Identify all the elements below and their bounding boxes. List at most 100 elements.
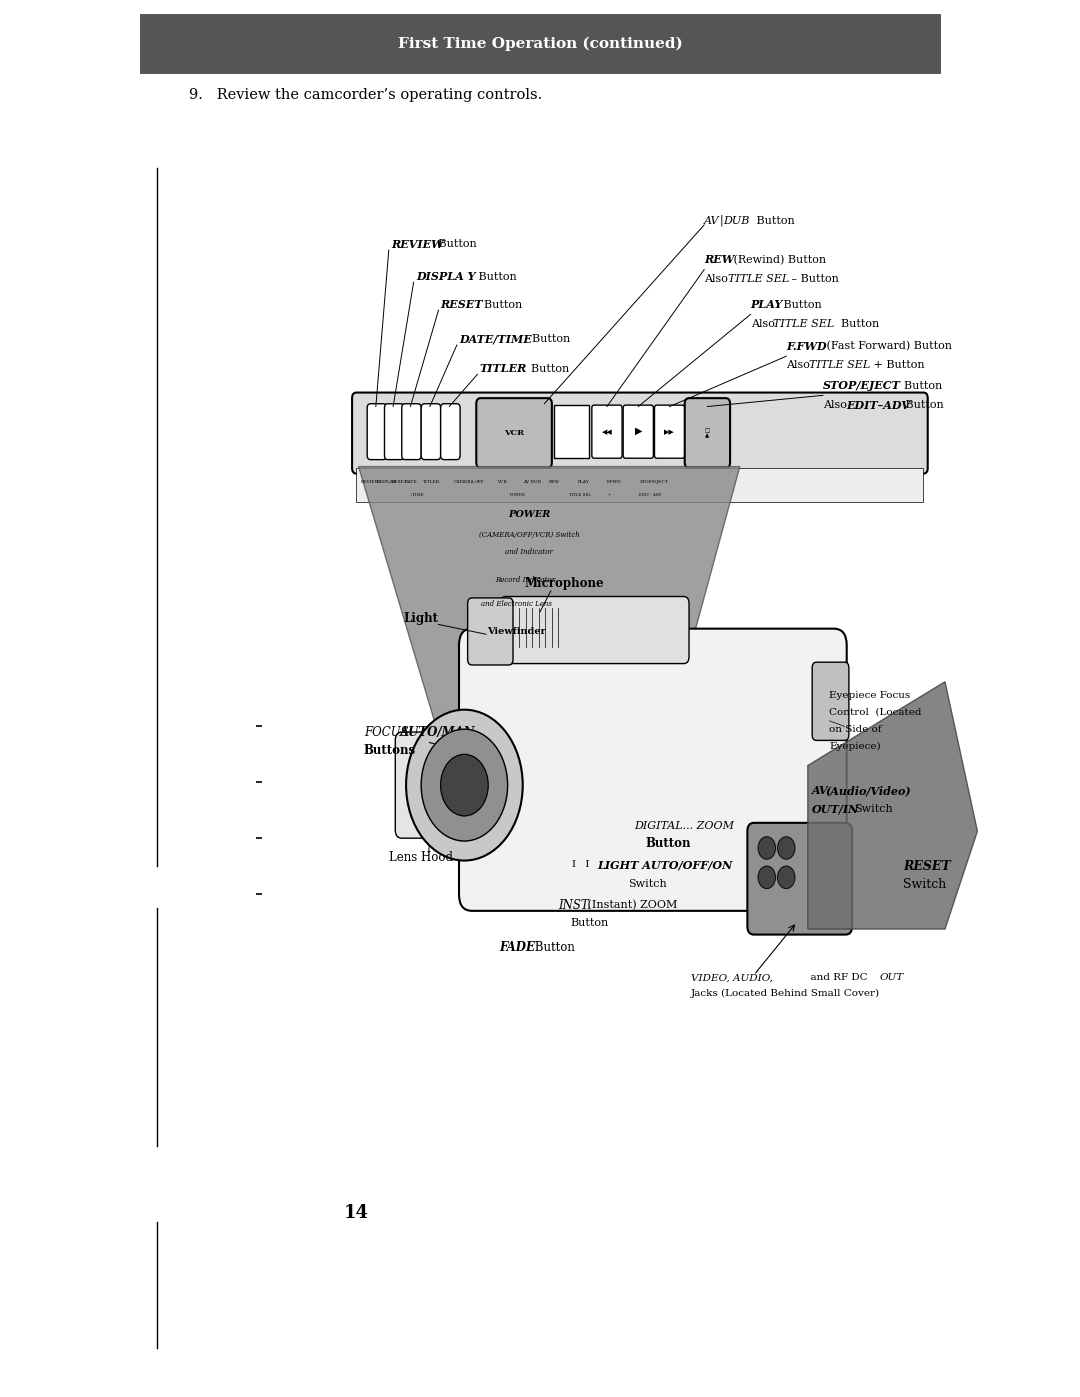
Text: DATE: DATE	[405, 481, 418, 483]
FancyBboxPatch shape	[421, 404, 441, 460]
Text: F.FWD: F.FWD	[786, 341, 827, 352]
Text: Switch: Switch	[903, 877, 946, 891]
FancyBboxPatch shape	[140, 14, 940, 73]
Text: Buttons: Buttons	[364, 743, 416, 757]
FancyBboxPatch shape	[500, 597, 689, 664]
Text: DISPLA Y: DISPLA Y	[416, 271, 475, 282]
Text: TITLER: TITLER	[480, 363, 527, 374]
Text: + Button: + Button	[870, 359, 926, 370]
Text: I   I: I I	[572, 861, 590, 869]
FancyBboxPatch shape	[395, 732, 475, 838]
Text: STOP/EJECT: STOP/EJECT	[639, 481, 669, 483]
Circle shape	[441, 754, 488, 816]
Text: Button: Button	[435, 239, 476, 250]
Text: Button: Button	[524, 363, 569, 374]
Text: Button: Button	[531, 940, 576, 954]
Text: PLAY: PLAY	[578, 481, 590, 483]
Text: (Instant) ZOOM: (Instant) ZOOM	[584, 900, 677, 911]
Text: POWER: POWER	[508, 510, 551, 518]
Text: Button: Button	[646, 837, 691, 851]
FancyBboxPatch shape	[554, 405, 589, 458]
Text: Also: Also	[823, 400, 850, 411]
Text: Button: Button	[570, 918, 608, 929]
Text: POWER: POWER	[510, 493, 526, 496]
Text: Light: Light	[404, 612, 438, 626]
Text: Lens Hood: Lens Hood	[389, 851, 453, 865]
Text: OUT: OUT	[879, 974, 903, 982]
FancyBboxPatch shape	[384, 404, 404, 460]
Text: /TIME: /TIME	[411, 493, 424, 496]
FancyBboxPatch shape	[459, 629, 847, 911]
Text: and Indicator: and Indicator	[505, 548, 553, 556]
Text: DATE/TIME: DATE/TIME	[459, 334, 531, 345]
Text: □
▲: □ ▲	[705, 427, 710, 439]
Text: VIDEO, AUDIO,: VIDEO, AUDIO,	[691, 974, 773, 982]
Text: Record Indicator: Record Indicator	[495, 576, 555, 584]
FancyBboxPatch shape	[352, 393, 928, 474]
Text: Button: Button	[780, 299, 822, 310]
Text: AV: AV	[812, 785, 833, 796]
Circle shape	[778, 837, 795, 859]
Text: FADE: FADE	[499, 940, 535, 954]
Polygon shape	[359, 467, 740, 803]
FancyBboxPatch shape	[356, 468, 923, 502]
Text: – Button: – Button	[788, 274, 839, 285]
Text: (CAMERA/OFF/VCR) Switch: (CAMERA/OFF/VCR) Switch	[478, 531, 580, 539]
Text: FOCUS: FOCUS	[364, 725, 413, 739]
Circle shape	[406, 710, 523, 861]
FancyBboxPatch shape	[476, 398, 552, 468]
Text: PLAY: PLAY	[751, 299, 783, 310]
Circle shape	[758, 866, 775, 888]
Text: OUT/IN: OUT/IN	[812, 803, 860, 814]
Text: Viewfinder: Viewfinder	[487, 627, 545, 636]
Text: AV: AV	[704, 215, 719, 226]
Text: Switch: Switch	[854, 803, 893, 814]
Text: Eyepiece): Eyepiece)	[829, 742, 881, 750]
Circle shape	[778, 866, 795, 888]
Text: Button: Button	[753, 215, 795, 226]
FancyBboxPatch shape	[812, 662, 849, 740]
Text: Jacks (Located Behind Small Cover): Jacks (Located Behind Small Cover)	[691, 989, 880, 997]
Text: AV DUB: AV DUB	[523, 481, 541, 483]
Text: 9.   Review the camcorder’s operating controls.: 9. Review the camcorder’s operating cont…	[189, 88, 542, 102]
Text: DISPLAY: DISPLAY	[377, 481, 396, 483]
Text: RESET: RESET	[441, 299, 483, 310]
Text: Microphone: Microphone	[525, 577, 605, 591]
Text: INST.: INST.	[558, 898, 591, 912]
Text: Also: Also	[751, 319, 778, 330]
Text: (Rewind) Button: (Rewind) Button	[730, 254, 826, 265]
Text: Control  (Located: Control (Located	[829, 708, 922, 717]
Text: Button: Button	[834, 319, 879, 330]
Text: REVIEW: REVIEW	[361, 481, 380, 483]
Text: VCR: VCR	[497, 481, 507, 483]
Text: DIGITAL... ZOOM: DIGITAL... ZOOM	[634, 820, 734, 831]
Text: RESET: RESET	[903, 859, 950, 873]
FancyBboxPatch shape	[468, 598, 513, 665]
Text: Also: Also	[786, 359, 813, 370]
Text: (Audio/Video): (Audio/Video)	[825, 785, 910, 796]
Text: First Time Operation (continued): First Time Operation (continued)	[397, 36, 683, 50]
FancyBboxPatch shape	[685, 398, 730, 468]
FancyBboxPatch shape	[623, 405, 653, 458]
Text: Eyepiece Focus: Eyepiece Focus	[829, 692, 910, 700]
Text: on Side of: on Side of	[829, 725, 882, 733]
FancyBboxPatch shape	[367, 404, 387, 460]
FancyBboxPatch shape	[402, 404, 421, 460]
Text: ◀◀: ◀◀	[602, 427, 612, 436]
Text: TITLE SEL: TITLE SEL	[569, 493, 591, 496]
Text: F.FWD: F.FWD	[607, 481, 622, 483]
Text: TITLE SEL: TITLE SEL	[809, 359, 870, 370]
Polygon shape	[808, 682, 977, 929]
Text: 14: 14	[343, 1204, 369, 1221]
Text: Lens: Lens	[438, 773, 470, 787]
Text: EDIT - ADV: EDIT - ADV	[639, 493, 662, 496]
Text: ▶: ▶	[635, 427, 642, 436]
Text: and RF DC: and RF DC	[804, 974, 870, 982]
Text: Button: Button	[525, 334, 570, 345]
Text: REVIEW: REVIEW	[391, 239, 444, 250]
Text: Button: Button	[474, 271, 516, 282]
Text: (Fast Forward) Button: (Fast Forward) Button	[823, 341, 951, 352]
Text: LIGHT AUTO/OFF/ON: LIGHT AUTO/OFF/ON	[597, 859, 732, 870]
Text: |: |	[719, 215, 723, 226]
Text: Switch: Switch	[629, 879, 667, 890]
